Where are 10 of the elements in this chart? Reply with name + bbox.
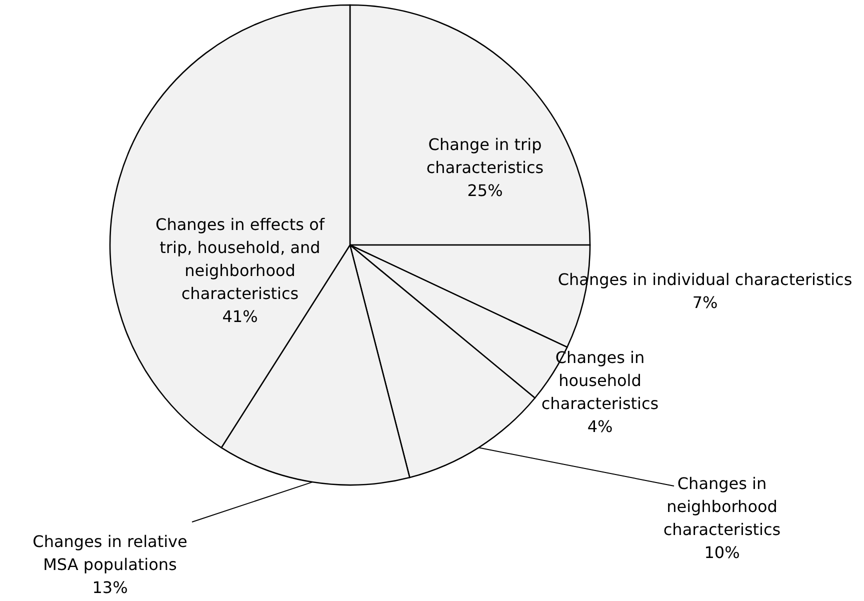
slice-label: Changes in neighborhood characteristics xyxy=(663,474,781,539)
data-label: 7% xyxy=(692,293,718,312)
data-label: 13% xyxy=(92,578,128,597)
data-label: 4% xyxy=(587,417,613,436)
data-label: 25% xyxy=(467,181,503,200)
slice-label: Changes in effects of trip, household, and neighborhood characteristics xyxy=(156,215,325,303)
slice-label: Changes in relative MSA populations xyxy=(32,532,188,574)
slice-label: Change in trip characteristics xyxy=(426,135,544,177)
data-label: 10% xyxy=(704,543,740,562)
data-label: 41% xyxy=(222,307,258,326)
